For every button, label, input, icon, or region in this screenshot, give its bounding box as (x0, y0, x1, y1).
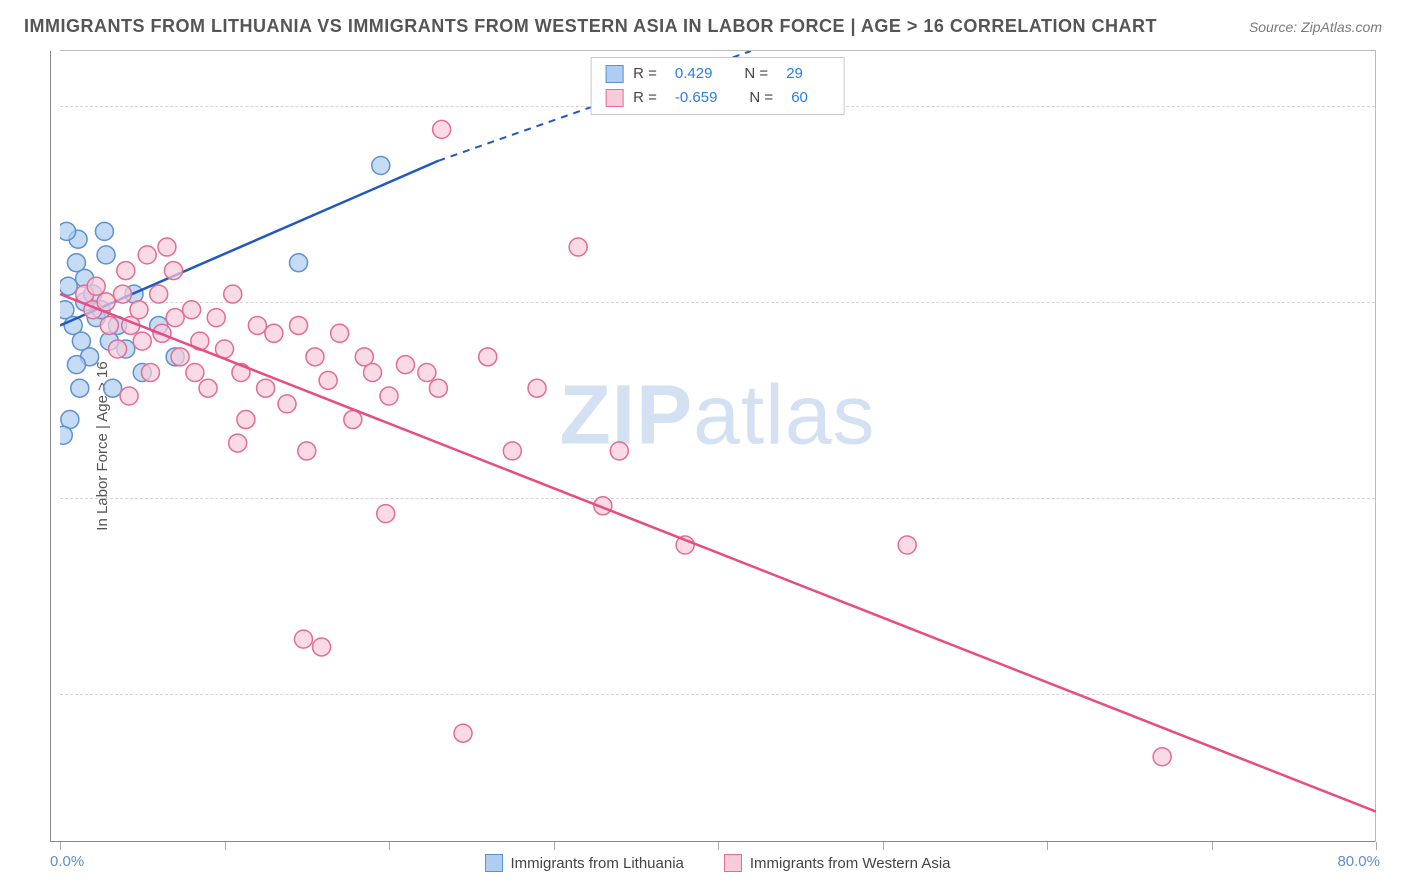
legend-label-lithuania: Immigrants from Lithuania (510, 855, 683, 872)
x-axis-max-label: 80.0% (1337, 853, 1380, 870)
chart-title: IMMIGRANTS FROM LITHUANIA VS IMMIGRANTS … (24, 16, 1157, 37)
source-attribution: Source: ZipAtlas.com (1249, 19, 1382, 35)
swatch-lithuania (605, 65, 623, 83)
legend-row-western-asia: R = -0.659 N = 60 (605, 86, 830, 110)
header: IMMIGRANTS FROM LITHUANIA VS IMMIGRANTS … (24, 16, 1382, 37)
n-value-western-asia: 60 (791, 86, 808, 110)
series-legend: Immigrants from Lithuania Immigrants fro… (484, 854, 950, 872)
swatch-lithuania-bottom (484, 854, 502, 872)
n-value-lithuania: 29 (786, 62, 803, 86)
plot-region: ZIPatlas R = 0.429 N = 29 R = -0.659 N =… (60, 50, 1376, 842)
legend-item-lithuania: Immigrants from Lithuania (484, 854, 683, 872)
x-tick (718, 842, 719, 850)
x-tick (389, 842, 390, 850)
swatch-western-asia-bottom (724, 854, 742, 872)
legend-label-western-asia: Immigrants from Western Asia (750, 855, 951, 872)
r-value-lithuania: 0.429 (675, 62, 713, 86)
x-tick (1212, 842, 1213, 850)
legend-item-western-asia: Immigrants from Western Asia (724, 854, 951, 872)
scatter-svg (60, 51, 1376, 843)
chart-area: In Labor Force | Age > 16 ZIPatlas R = 0… (60, 50, 1376, 842)
x-tick (1376, 842, 1377, 850)
x-axis-min-label: 0.0% (50, 853, 84, 870)
y-axis-line (50, 51, 51, 842)
r-value-western-asia: -0.659 (675, 86, 718, 110)
legend-row-lithuania: R = 0.429 N = 29 (605, 62, 830, 86)
x-tick (554, 842, 555, 850)
x-tick (1047, 842, 1048, 850)
correlation-legend: R = 0.429 N = 29 R = -0.659 N = 60 (590, 57, 845, 115)
swatch-western-asia (605, 89, 623, 107)
x-tick (60, 842, 61, 850)
x-tick (883, 842, 884, 850)
x-tick (225, 842, 226, 850)
